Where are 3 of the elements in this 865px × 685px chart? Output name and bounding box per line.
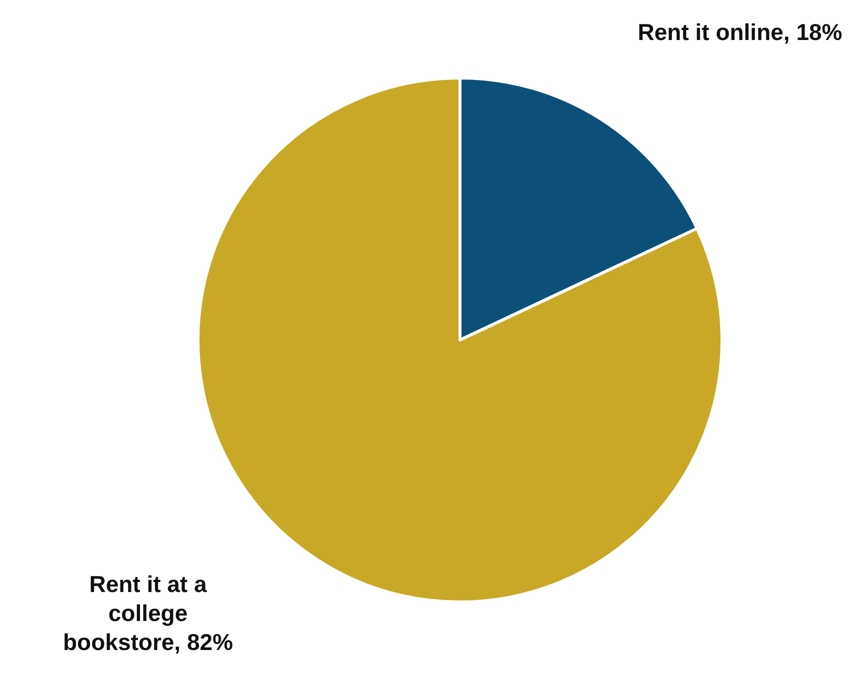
pie-slice [196, 76, 724, 604]
slice-label: Rent it online, 18% [636, 18, 844, 47]
slice-label: Rent it at a college bookstore, 82% [62, 570, 234, 657]
